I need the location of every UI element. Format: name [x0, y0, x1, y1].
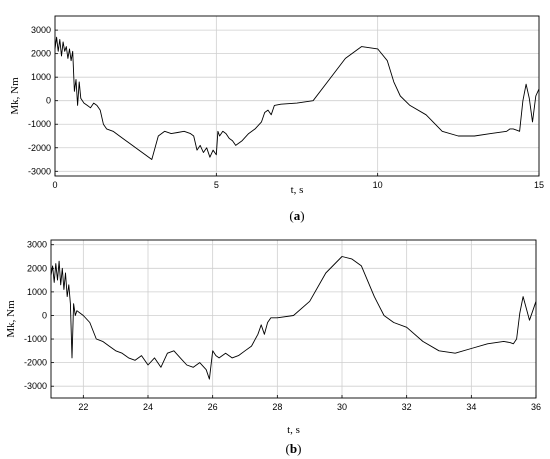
- series-line-b: [50, 256, 537, 380]
- y-tick-label: -1000: [24, 334, 47, 344]
- y-tick-label: 3000: [31, 25, 51, 35]
- plot-frame: [50, 239, 537, 399]
- x-tick-label: 28: [272, 402, 282, 412]
- panel-a: 0 5 10 15 -3000 -2000 -1000 0 1000 2000 3000 t, s Mk…: [9, 15, 544, 223]
- x-tick-label: 26: [208, 402, 218, 412]
- x-tick-label: 0: [52, 180, 57, 190]
- x-tick-label: 22: [78, 402, 88, 412]
- x-tick-label: 32: [402, 402, 412, 412]
- panel-b: 22 24 26 28 30 32 34 36 -3000 -2000 -1000 0 1000 2000…: [5, 239, 541, 456]
- y-tick-label: -3000: [24, 381, 47, 391]
- y-tick-label: 1000: [31, 72, 51, 82]
- x-tick-label: 5: [214, 180, 219, 190]
- y-tick-label: 2000: [27, 263, 47, 273]
- y-tick-label: 0: [42, 310, 47, 320]
- y-tick-label: 3000: [27, 240, 47, 250]
- y-tick-label: -2000: [28, 143, 51, 153]
- y-axis-label: Mk, Nm: [5, 300, 17, 338]
- x-tick-label: 24: [143, 402, 153, 412]
- y-tick-label: 1000: [27, 287, 47, 297]
- plot-frame: [54, 15, 540, 177]
- x-axis-label: t, s: [291, 184, 304, 196]
- plot-area: [55, 16, 539, 176]
- y-axis-label: Mk, Nm: [9, 77, 21, 115]
- x-tick-label: 15: [534, 180, 544, 190]
- x-tick-label: 34: [466, 402, 476, 412]
- y-tick-label: -2000: [24, 358, 47, 368]
- panel-caption: (a): [289, 208, 304, 223]
- panel-caption: (b): [286, 441, 302, 456]
- x-axis-label: t, s: [287, 424, 300, 436]
- y-tick-label: 2000: [31, 49, 51, 59]
- x-tick-label: 10: [373, 180, 383, 190]
- y-tick-label: -1000: [28, 119, 51, 129]
- y-tick-label: 0: [46, 96, 51, 106]
- plot-area: [51, 240, 536, 398]
- x-tick-label: 30: [337, 402, 347, 412]
- series-line-a: [54, 36, 540, 160]
- y-tick-label: -3000: [28, 166, 51, 176]
- x-tick-label: 36: [531, 402, 541, 412]
